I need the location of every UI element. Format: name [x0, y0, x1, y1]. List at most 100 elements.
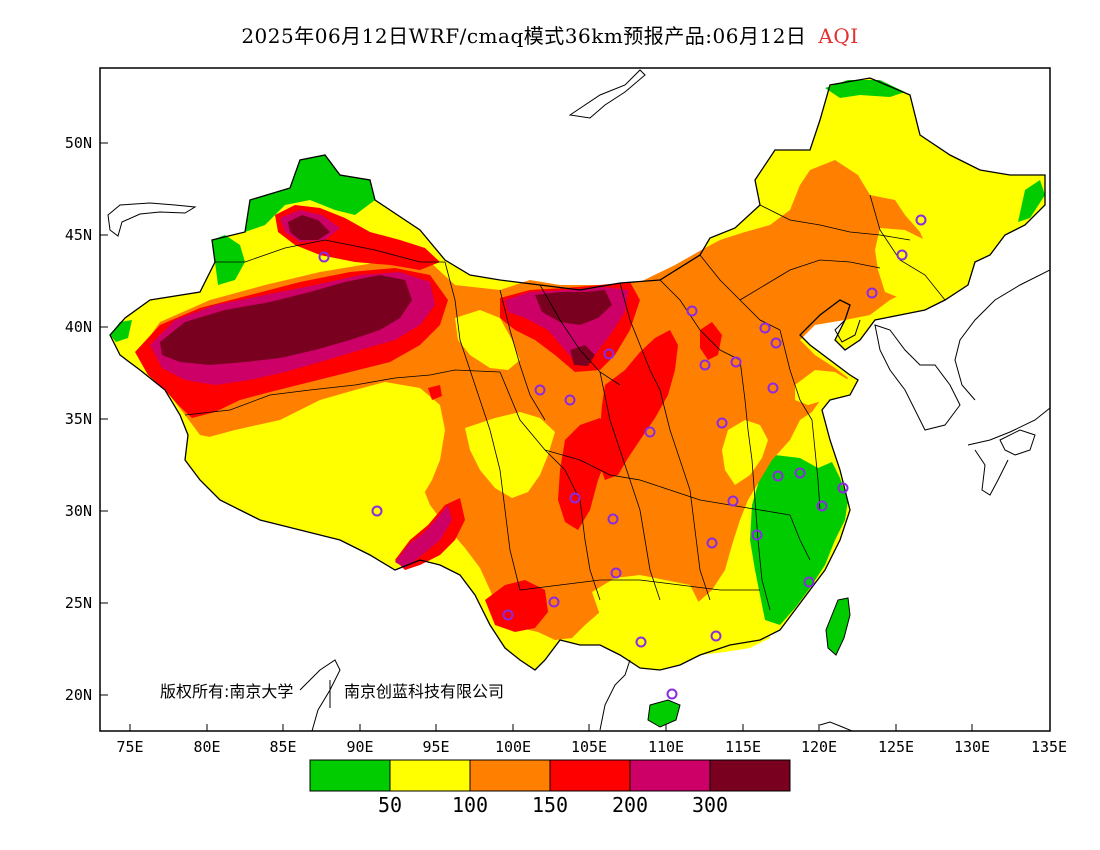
station-marker: [644, 426, 656, 438]
station-marker: [770, 337, 782, 349]
region-good-west: [212, 235, 245, 285]
map-frame: [99, 67, 1051, 732]
x-tick-label: 135E: [1031, 738, 1067, 756]
china-outline: [109, 77, 1046, 671]
station-marker: [730, 356, 742, 368]
legend-swatch-hazardous: [709, 759, 791, 792]
station-marker: [569, 492, 581, 504]
station-marker: [759, 322, 771, 334]
region-good-northwest: [245, 155, 375, 232]
legend-label: 300: [692, 793, 728, 817]
legend-swatch-moderate: [389, 759, 471, 792]
station-marker: [727, 495, 739, 507]
province-boundaries: [184, 194, 946, 611]
y-tick-label: 50N: [65, 134, 92, 152]
region-moderate-sichuan: [465, 412, 555, 498]
region-good-far-west: [110, 320, 132, 342]
y-tick-label: 30N: [65, 502, 92, 520]
region-moderate-qinghai: [455, 310, 520, 370]
taiwan-outline: [825, 597, 851, 656]
y-tick-label: 20N: [65, 686, 92, 704]
x-tick-label: 100E: [495, 738, 531, 756]
station-marker: [502, 609, 514, 621]
legend-swatch-good: [309, 759, 391, 792]
station-marker: [603, 348, 615, 360]
station-marker: [716, 417, 728, 429]
station-marker: [751, 529, 763, 541]
station-marker: [548, 596, 560, 608]
legend-label: 150: [532, 793, 568, 817]
title-main: 2025年06月12日WRF/cmaq模式36km预报产品:06月12日: [241, 24, 807, 48]
region-unhealthy-yunnan: [485, 580, 548, 632]
legend-swatch-usg: [469, 759, 551, 792]
other-coastlines: [107, 69, 1050, 731]
title-product: AQI: [818, 24, 859, 48]
legend-label: 200: [612, 793, 648, 817]
x-tick-label: 115E: [725, 738, 761, 756]
monitoring-stations: [318, 214, 927, 700]
aqi-legend: 50 100 150 200 300: [309, 759, 791, 817]
station-marker: [915, 214, 927, 226]
hainan-outline: [647, 699, 681, 728]
station-marker: [710, 630, 722, 642]
region-hazardous-ordos: [570, 345, 595, 366]
map-title: 2025年06月12日WRF/cmaq模式36km预报产品:06月12日 AQI: [0, 20, 1100, 49]
legend-swatch-unhealthy: [549, 759, 631, 792]
station-marker: [635, 636, 647, 648]
region-good-northeast-east: [1018, 180, 1045, 222]
x-tick-label: 105E: [571, 738, 607, 756]
station-marker: [803, 576, 815, 588]
region-moderate-shandong: [795, 370, 852, 405]
y-axis: 50N 45N 40N 35N 30N 25N 20N: [65, 134, 108, 704]
x-tick-label: 75E: [116, 738, 143, 756]
x-tick-label: 125E: [878, 738, 914, 756]
station-marker: [534, 384, 546, 396]
x-axis: 75E 80E 85E 90E 95E 100E 105E 110E 115E …: [116, 724, 1067, 756]
station-marker: [767, 382, 779, 394]
station-marker: [816, 500, 828, 512]
station-marker: [666, 688, 678, 700]
station-marker: [866, 287, 878, 299]
x-tick-label: 120E: [801, 738, 837, 756]
region-very-unhealthy-tibet-se: [395, 505, 452, 568]
region-moderate-guangdong: [688, 610, 770, 655]
station-marker: [794, 467, 806, 479]
region-moderate-yunnan: [592, 575, 700, 632]
region-good-hainan: [648, 700, 680, 727]
region-good-southeast: [750, 455, 848, 625]
copyright-owner: 版权所有:南京大学: [160, 682, 293, 701]
region-moderate-east-coast: [722, 420, 768, 485]
x-tick-label: 85E: [269, 738, 296, 756]
region-unhealthy-loess: [598, 330, 678, 480]
station-marker: [564, 394, 576, 406]
station-marker: [371, 505, 383, 517]
legend-swatch-very-unhealthy: [629, 759, 711, 792]
y-tick-label: 45N: [65, 226, 92, 244]
y-tick-label: 25N: [65, 594, 92, 612]
station-marker: [837, 482, 849, 494]
region-moderate-tibet: [190, 382, 445, 522]
y-tick-label: 35N: [65, 410, 92, 428]
station-marker: [706, 537, 718, 549]
station-marker: [896, 249, 908, 261]
y-tick-label: 40N: [65, 318, 92, 336]
region-hazardous-tarim: [160, 275, 412, 365]
region-good-taiwan: [826, 598, 850, 655]
map-layers: 版权所有:南京大学 南京创蓝科技有限公司: [107, 69, 1050, 731]
region-unhealthy-shaanxi-spot: [428, 385, 442, 400]
station-marker: [607, 513, 619, 525]
station-marker: [318, 251, 330, 263]
station-marker: [610, 567, 622, 579]
legend-label: 100: [452, 793, 488, 817]
station-marker: [699, 359, 711, 371]
legend-label: 50: [378, 793, 402, 817]
x-tick-label: 80E: [193, 738, 220, 756]
station-marker: [772, 470, 784, 482]
x-tick-label: 90E: [346, 738, 373, 756]
copyright-company: 南京创蓝科技有限公司: [344, 682, 504, 701]
x-tick-label: 130E: [954, 738, 990, 756]
x-tick-label: 95E: [422, 738, 449, 756]
region-hazardous-junggar: [288, 215, 330, 240]
station-marker: [686, 305, 698, 317]
